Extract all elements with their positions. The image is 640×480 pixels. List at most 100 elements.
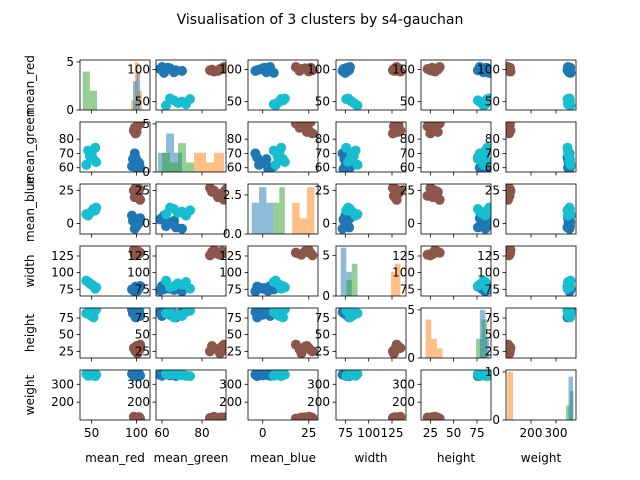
axes-frame [420, 369, 492, 421]
scatter-point-cyan-6 [562, 94, 573, 105]
y-tick-label: 100 [392, 63, 415, 77]
y-tick-label: 25 [227, 344, 242, 358]
histogram-bar-mean_green-7 [194, 152, 206, 172]
scatter-point-cyan-6 [341, 205, 352, 216]
scatter-point-brown-7 [390, 412, 401, 420]
x-axis-label-height: height [437, 451, 476, 465]
scatter-point-brown-7 [506, 62, 515, 73]
y-tick-label: 80 [400, 132, 415, 146]
panel-width-vs-mean_green: 75 100 125 [127, 245, 227, 300]
scatter-point-cyan-5 [161, 209, 171, 220]
histogram-bar-width-2 [346, 279, 352, 296]
x-tick-label: 100 [125, 426, 148, 440]
scatter-point-blue-8 [259, 62, 270, 73]
y-tick-label: 25 [315, 344, 330, 358]
x-tick-label: 0 [259, 426, 267, 440]
axes-frame [247, 369, 319, 421]
y-tick-label: 100 [127, 63, 150, 77]
y-tick-label: 5 [66, 55, 74, 69]
y-tick-label: 5 [322, 249, 330, 263]
scatter-point-brown-3 [434, 194, 445, 205]
y-tick-label: 75 [485, 282, 500, 296]
y-tick-label: 200 [219, 395, 242, 409]
y-tick-label: 70 [400, 146, 415, 160]
scatter-point-brown-6 [207, 247, 217, 257]
scatter-point-blue-8 [259, 158, 270, 169]
scatter-points-group [250, 308, 318, 358]
y-tick-label: 50 [59, 328, 74, 342]
histogram-bar-mean_green-8 [206, 162, 214, 172]
scatter-point-cyan-6 [562, 205, 573, 216]
y-tick-label: 0 [492, 413, 500, 427]
panel-weight-vs-mean_blue: 200 300 0 25 mean_blue [219, 369, 319, 465]
panel-width-vs-mean_blue: 75 100 125 [219, 245, 319, 300]
scatter-points-group [250, 62, 318, 110]
panel-mean_green-vs-mean_green: 05 [142, 117, 227, 179]
scatter-point-brown-7 [221, 345, 226, 355]
scatter-point-cyan-4 [177, 370, 187, 381]
y-tick-label: 200 [127, 395, 150, 409]
scatter-point-blue-6 [472, 222, 483, 233]
y-tick-label: 0 [322, 216, 330, 230]
scatter-point-brown-7 [134, 184, 145, 195]
panel-height-vs-mean_blue: 25 50 75 [227, 307, 319, 362]
y-tick-label: 50 [227, 95, 242, 109]
y-tick-label: 2.5 [223, 188, 242, 202]
scatter-point-cyan-5 [352, 308, 363, 319]
scatter-point-cyan-6 [482, 94, 491, 105]
scatter-point-cyan-5 [565, 275, 576, 286]
scatter-points-group [81, 246, 146, 296]
scatter-point-cyan-4 [177, 279, 187, 290]
y-tick-label: 25 [485, 344, 500, 358]
scatter-point-cyan-6 [276, 283, 287, 294]
axes-frame [505, 307, 577, 359]
scatter-point-cyan-6 [185, 308, 195, 316]
scatter-point-brown-7 [390, 62, 401, 73]
y-tick-label: 80 [227, 132, 242, 146]
y-tick-label: 50 [485, 328, 500, 342]
y-tick-label: 25 [135, 344, 150, 358]
y-tick-label: 10 [485, 365, 500, 379]
y-tick-label: 0 [66, 103, 74, 117]
scatter-points-group [156, 62, 226, 110]
scatter-point-blue-8 [163, 62, 173, 73]
scatter-point-brown-6 [506, 127, 514, 137]
scatter-points-group [250, 246, 318, 296]
scatter-point-cyan-6 [276, 142, 287, 153]
y-tick-label: 50 [135, 95, 150, 109]
scatter-point-cyan-5 [81, 275, 92, 286]
scatter-point-blue-7 [156, 63, 165, 74]
histogram-bar-height-6 [485, 338, 490, 358]
panel-height-vs-weight: 25 50 75 [485, 307, 577, 362]
histogram-bar-width-0 [340, 247, 347, 296]
y-tick-label: 100 [219, 63, 242, 77]
histogram-bar-mean_green-5 [178, 143, 186, 172]
histogram-bar-mean_blue-5 [292, 202, 300, 234]
scatter-point-cyan-5 [270, 159, 281, 170]
histogram-bar-weight-3 [568, 376, 573, 420]
panel-height-vs-mean_green: 25 50 75 [135, 307, 227, 362]
scatter-points-group [156, 308, 226, 358]
panel-width-vs-width: 05 [322, 245, 407, 303]
axes-frame [155, 369, 227, 421]
scatter-point-blue-8 [342, 217, 353, 228]
scatter-point-cyan-6 [562, 308, 573, 316]
scatter-point-blue-8 [259, 370, 270, 380]
panel-weight-vs-width: 200 300 75 100 125 width [307, 369, 407, 465]
scatter-point-cyan-6 [185, 371, 195, 382]
panel-mean_blue-vs-mean_red: 0 25 mean_blue [23, 176, 151, 242]
scatter-point-cyan-6 [482, 283, 491, 294]
y-tick-label: 80 [59, 132, 74, 146]
scatter-point-cyan-6 [276, 94, 287, 105]
y-tick-label: 100 [219, 266, 242, 280]
histogram-bar-weight-0 [507, 371, 513, 420]
axes-frame [79, 369, 151, 421]
histogram-bar-weight-1 [566, 405, 570, 420]
histogram-bar-mean_blue-3 [273, 202, 280, 234]
scatter-point-cyan-6 [562, 283, 573, 294]
x-tick-label: 50 [84, 426, 99, 440]
scatter-point-brown-6 [301, 127, 312, 137]
scatter-point-blue-8 [259, 283, 270, 293]
